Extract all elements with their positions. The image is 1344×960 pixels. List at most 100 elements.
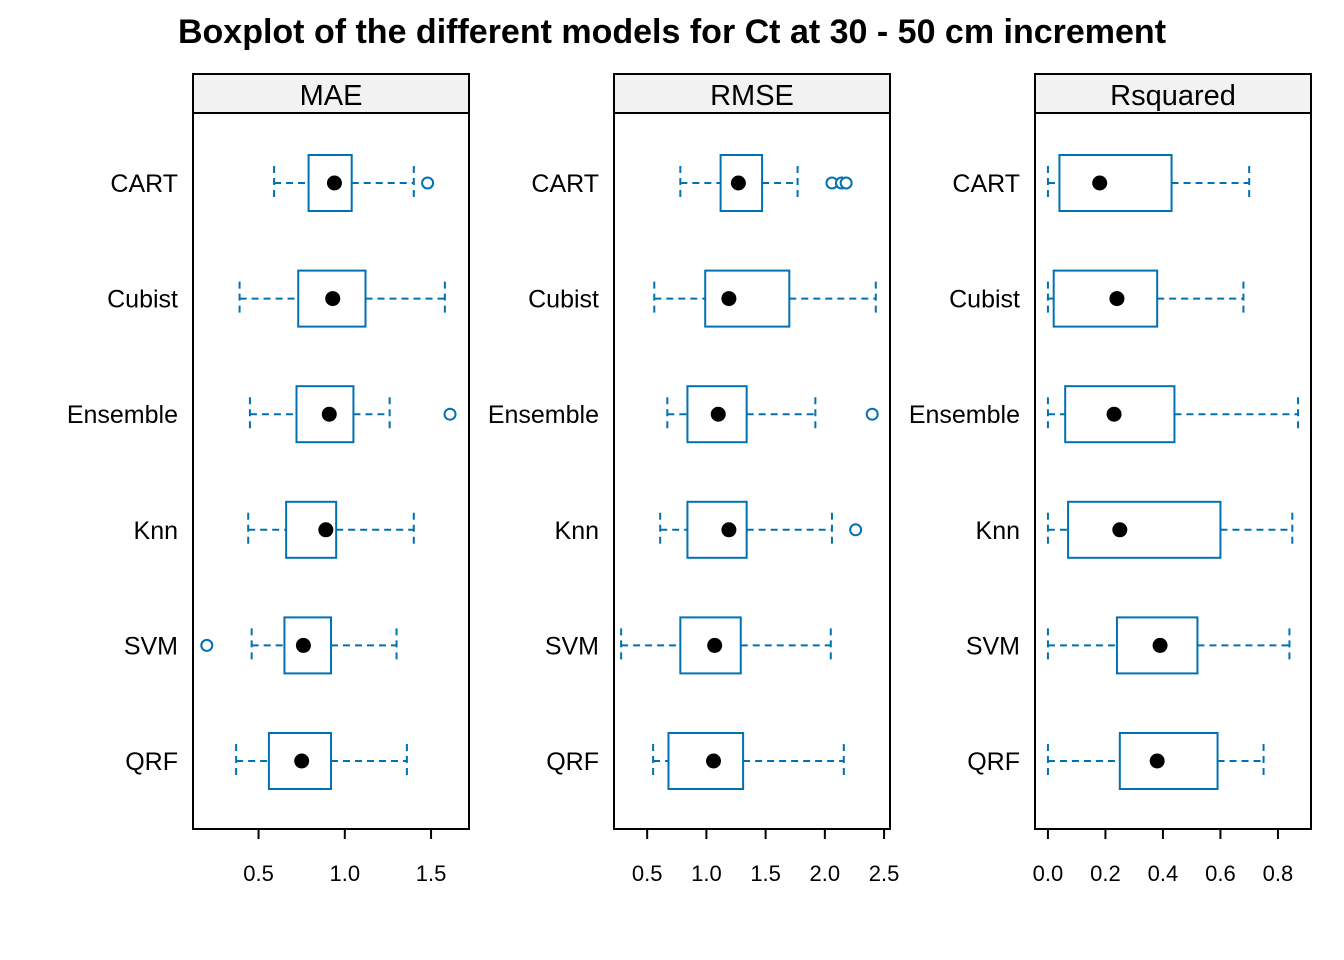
strip-label-rmse: RMSE [710, 80, 794, 112]
iqr-box [307, 154, 353, 212]
box-mae-svm [200, 616, 398, 675]
iqr-box [283, 616, 332, 675]
outlier-point [849, 523, 863, 537]
x-tick-label-rmse: 2.5 [869, 861, 900, 886]
iqr-box [719, 154, 764, 212]
x-tick-label-rmse: 0.5 [632, 861, 663, 886]
median-dot [1092, 175, 1108, 191]
category-label-cart: CART [952, 170, 1020, 198]
box-rsquared-ensemble [1046, 385, 1300, 444]
strip-label-mae: MAE [300, 80, 363, 112]
iqr-box [1052, 269, 1159, 328]
category-label-knn: Knn [976, 517, 1020, 545]
iqr-box [686, 385, 748, 444]
panel-mae: MAE CART Cubist Ensemble Knn SVM QRF 0.5 1.0 1.5 [67, 73, 470, 886]
iqr-box [1067, 500, 1222, 559]
outlier-point [865, 407, 879, 421]
x-tick-label-rsquared: 0.2 [1090, 861, 1121, 886]
category-label-svm: SVM [545, 632, 599, 660]
box-rmse-cart [679, 154, 853, 212]
strip-rsquared [1034, 73, 1312, 114]
category-label-cart: CART [531, 170, 599, 198]
box-rmse-cubist [653, 269, 877, 328]
strip-label-rsquared: Rsquared [1110, 80, 1236, 112]
box-rsquared-qrf [1046, 732, 1265, 790]
box-rmse-qrf [652, 732, 845, 790]
box-rsquared-svm [1046, 616, 1291, 675]
plot-frame-rmse [613, 112, 891, 830]
outlier-point [839, 176, 853, 190]
x-tick-label-rmse: 1.5 [750, 861, 781, 886]
category-label-qrf: QRF [125, 748, 178, 776]
median-dot [325, 291, 341, 307]
x-tick-label-rsquared: 0.6 [1205, 861, 1236, 886]
box-mae-ensemble [248, 385, 457, 444]
category-label-svm: SVM [124, 632, 178, 660]
median-dot [721, 522, 737, 538]
median-dot [321, 406, 337, 422]
outlier-point [443, 407, 457, 421]
plot-frame-rsquared [1034, 112, 1312, 830]
panel-rmse: RMSE CART Cubist Ensemble Knn SVM QRF 0.5 1.0 1.5… [488, 73, 900, 886]
x-tick-label-rmse: 1.0 [691, 861, 722, 886]
strip-mae [192, 73, 470, 114]
category-label-cubist: Cubist [107, 286, 178, 314]
category-label-knn: Knn [555, 517, 599, 545]
median-dot [706, 753, 722, 769]
iqr-box [1064, 385, 1176, 444]
x-tick-label-mae: 1.5 [416, 861, 447, 886]
outlier-point [421, 176, 435, 190]
median-dot [721, 291, 737, 307]
iqr-box [704, 269, 791, 328]
iqr-box [297, 269, 367, 328]
x-tick-label-rmse: 2.0 [810, 861, 841, 886]
iqr-box [667, 732, 745, 790]
iqr-box [1115, 616, 1199, 675]
median-dot [294, 753, 310, 769]
median-dot [1106, 406, 1122, 422]
category-label-ensemble: Ensemble [909, 401, 1020, 429]
iqr-box [1118, 732, 1219, 790]
box-mae-qrf [235, 732, 408, 790]
x-tick-label-mae: 1.0 [330, 861, 361, 886]
category-label-ensemble: Ensemble [67, 401, 178, 429]
iqr-box [285, 500, 338, 559]
iqr-box [1058, 154, 1173, 212]
iqr-box [295, 385, 355, 444]
x-tick-label-rsquared: 0.8 [1263, 861, 1294, 886]
outlier-point [200, 638, 214, 652]
x-tick-label-rsquared: 0.4 [1148, 861, 1179, 886]
box-mae-cubist [238, 269, 446, 328]
median-dot [730, 175, 746, 191]
box-rmse-svm [620, 616, 832, 675]
iqr-box [686, 500, 748, 559]
category-label-svm: SVM [966, 632, 1020, 660]
box-rsquared-cart [1046, 154, 1251, 212]
median-dot [1152, 637, 1168, 653]
category-label-cubist: Cubist [949, 286, 1020, 314]
median-dot [1109, 291, 1125, 307]
median-dot [1112, 522, 1128, 538]
category-label-cubist: Cubist [528, 286, 599, 314]
median-dot [707, 637, 723, 653]
median-dot [318, 522, 334, 538]
category-label-ensemble: Ensemble [488, 401, 599, 429]
x-tick-label-rsquared: 0.0 [1033, 861, 1064, 886]
median-dot [326, 175, 342, 191]
category-label-cart: CART [110, 170, 178, 198]
box-rsquared-knn [1046, 500, 1294, 559]
x-tick-label-mae: 0.5 [243, 861, 274, 886]
plot-frame-mae [192, 112, 470, 830]
box-mae-knn [247, 500, 415, 559]
median-dot [710, 406, 726, 422]
chart-title: Boxplot of the different models for Ct a… [178, 13, 1166, 51]
panels-group: MAE CART Cubist Ensemble Knn SVM QRF 0.5 1.0 1.5 R… [67, 73, 1312, 886]
median-dot [1149, 753, 1165, 769]
box-rmse-knn [659, 500, 863, 559]
panel-rsquared: Rsquared CART Cubist Ensemble Knn SVM QRF 0.0 0.… [909, 73, 1312, 886]
box-rsquared-cubist [1046, 269, 1245, 328]
iqr-box [267, 732, 332, 790]
median-dot [295, 637, 311, 653]
category-label-knn: Knn [134, 517, 178, 545]
box-mae-cart [273, 154, 435, 212]
